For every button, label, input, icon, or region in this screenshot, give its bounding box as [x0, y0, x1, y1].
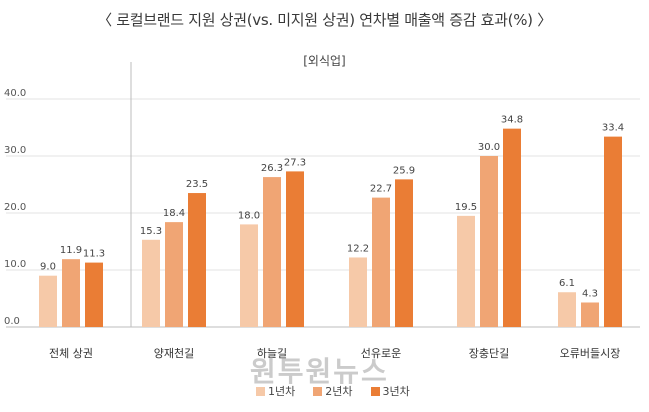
data-label: 19.5: [455, 202, 477, 213]
bar: [142, 239, 160, 327]
legend-swatch-year3: [370, 386, 380, 396]
data-label: 27.3: [284, 157, 306, 168]
data-label: 22.7: [370, 184, 392, 195]
y-tick-label: 0.0: [4, 316, 20, 327]
data-label: 18.4: [163, 208, 185, 219]
y-tick-label: 40.0: [4, 88, 26, 99]
data-label: 12.2: [347, 243, 369, 254]
bar: [240, 224, 258, 327]
bar: [480, 156, 498, 327]
data-label: 25.9: [393, 165, 415, 176]
data-label: 9.0: [40, 262, 56, 273]
data-label: 4.3: [582, 288, 598, 299]
legend-item-year1: 1년차: [256, 383, 295, 399]
legend-swatch-year1: [256, 386, 265, 396]
legend-label-year2: 2년차: [325, 385, 353, 398]
data-label: 15.3: [140, 226, 162, 237]
bar: [188, 193, 206, 327]
bar: [395, 179, 413, 327]
label-layer: 0.010.020.030.040.09.011.9 11.3전체 상권15.31…: [4, 88, 624, 360]
bar: [165, 222, 183, 327]
legend-label-year1: 1년차: [268, 385, 296, 398]
y-tick-label: 20.0: [4, 202, 26, 213]
data-label: 26.3: [261, 163, 283, 174]
data-label: 33.4: [602, 123, 624, 134]
category-label: 장충단길: [469, 347, 509, 360]
bar: [286, 171, 304, 327]
legend-item-year2: 2년차: [313, 383, 353, 399]
category-label: 전체 상권: [49, 347, 93, 360]
category-label: 하늘길: [257, 346, 287, 360]
y-tick-label: 30.0: [4, 145, 26, 156]
chart-title: 〈 로컬브랜드 지원 상권(vs. 미지원 상권) 연차별 매출액 증감 효과(…: [97, 11, 552, 29]
legend-item-year3: 3년차: [370, 383, 410, 399]
category-label: 선유로운: [361, 347, 401, 360]
data-label: 34.8: [501, 115, 523, 126]
data-label: 23.5: [186, 179, 208, 190]
y-tick-label: 10.0: [4, 259, 26, 270]
grid-layer: [6, 62, 640, 328]
data-label: 6.1: [559, 278, 575, 289]
bar-layer: [39, 128, 622, 327]
legend-swatch-year2: [313, 386, 323, 396]
bar: [372, 197, 390, 327]
bar: [349, 257, 367, 327]
bar: [39, 275, 57, 327]
legend-label-year3: 3년차: [382, 385, 410, 398]
data-label: 30.0: [478, 142, 500, 153]
data-label: 18.0: [238, 210, 260, 221]
bar: [62, 259, 80, 327]
bar: [558, 292, 576, 327]
bar: [457, 215, 475, 327]
chart-subtitle: [외식업]: [303, 54, 346, 68]
data-label: 11.3: [83, 249, 105, 260]
bar: [85, 262, 103, 327]
bar: [581, 302, 599, 327]
legend: 1년차 2년차 3년차: [256, 383, 410, 399]
bar: [604, 136, 622, 327]
bar: [263, 177, 281, 327]
category-label: 양재천길: [154, 346, 194, 360]
data-label: 11.9: [60, 245, 82, 256]
category-label: 오류버들시장: [560, 347, 621, 360]
bar: [503, 128, 521, 327]
